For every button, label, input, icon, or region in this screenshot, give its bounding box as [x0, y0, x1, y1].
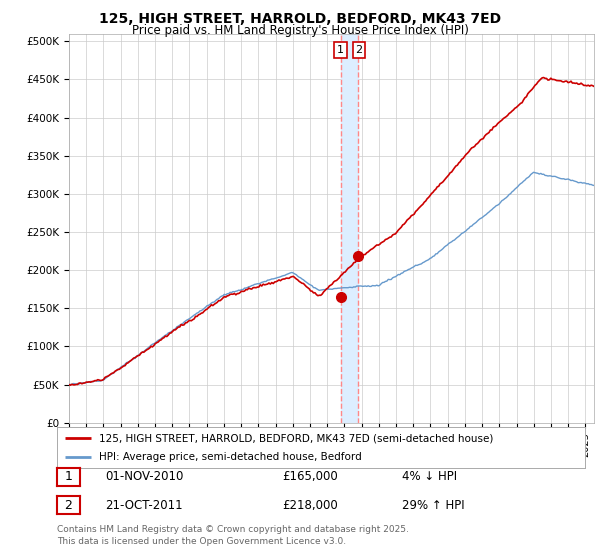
Text: 125, HIGH STREET, HARROLD, BEDFORD, MK43 7ED (semi-detached house): 125, HIGH STREET, HARROLD, BEDFORD, MK43… [99, 433, 494, 443]
Text: 01-NOV-2010: 01-NOV-2010 [105, 470, 184, 483]
Text: Price paid vs. HM Land Registry's House Price Index (HPI): Price paid vs. HM Land Registry's House … [131, 24, 469, 36]
Text: £165,000: £165,000 [282, 470, 338, 483]
Text: 29% ↑ HPI: 29% ↑ HPI [402, 498, 464, 512]
Text: 1: 1 [337, 45, 344, 55]
Text: 2: 2 [355, 45, 362, 55]
Text: 2: 2 [64, 498, 73, 512]
Text: Contains HM Land Registry data © Crown copyright and database right 2025.
This d: Contains HM Land Registry data © Crown c… [57, 525, 409, 546]
Text: HPI: Average price, semi-detached house, Bedford: HPI: Average price, semi-detached house,… [99, 452, 362, 461]
Text: £218,000: £218,000 [282, 498, 338, 512]
Text: 1: 1 [64, 470, 73, 483]
Text: 4% ↓ HPI: 4% ↓ HPI [402, 470, 457, 483]
Bar [341, 34, 358, 423]
Text: 125, HIGH STREET, HARROLD, BEDFORD, MK43 7ED: 125, HIGH STREET, HARROLD, BEDFORD, MK43… [99, 12, 501, 26]
Text: 21-OCT-2011: 21-OCT-2011 [105, 498, 182, 512]
